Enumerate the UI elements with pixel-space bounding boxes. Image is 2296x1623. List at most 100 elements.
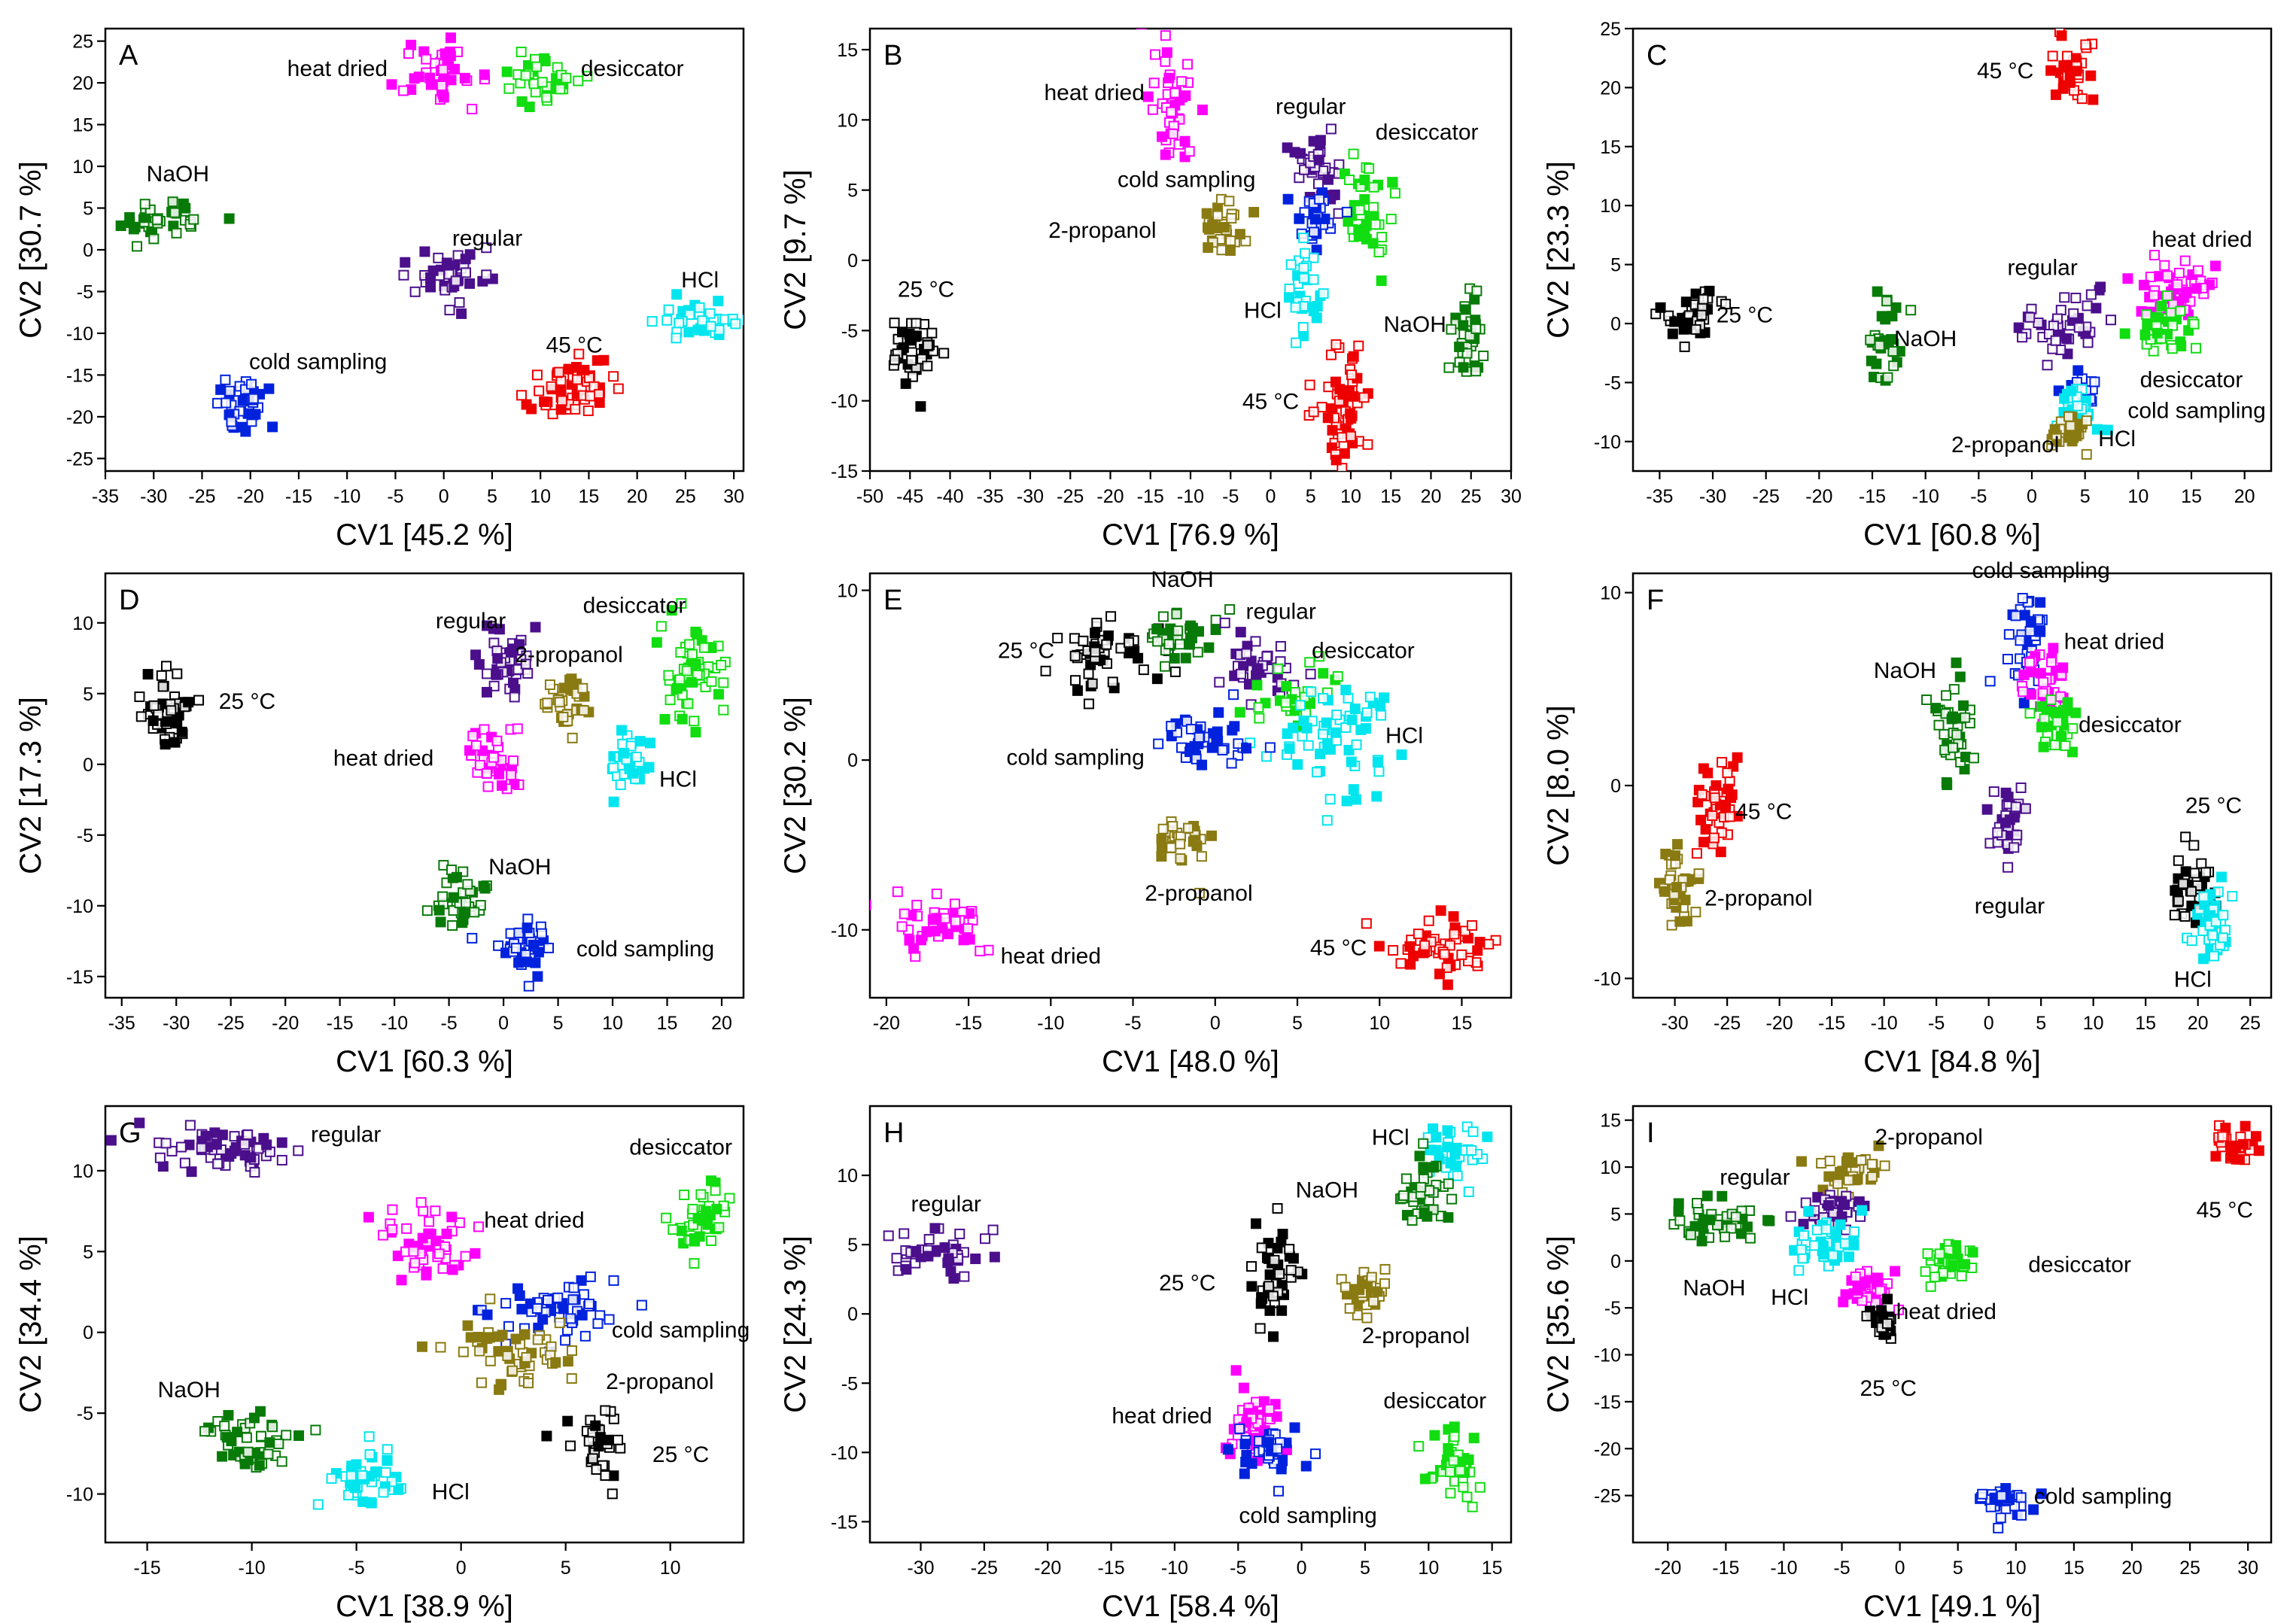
data-point xyxy=(209,1127,220,1138)
data-point xyxy=(2189,868,2200,879)
x-axis-label: CV1 [84.8 %] xyxy=(1863,1045,2041,1078)
x-tick-label: -25 xyxy=(971,1558,998,1579)
data-point xyxy=(939,1242,950,1254)
data-point xyxy=(2218,910,2229,921)
data-point xyxy=(1222,1444,1233,1455)
data-point xyxy=(215,384,227,395)
data-point xyxy=(1857,1205,1868,1216)
data-point xyxy=(1922,1248,1933,1260)
x-axis-label: CV1 [38.9 %] xyxy=(336,1590,513,1623)
data-point xyxy=(1083,668,1094,679)
data-point xyxy=(1206,830,1218,841)
data-point xyxy=(1337,389,1349,400)
data-point xyxy=(2061,333,2072,344)
data-point xyxy=(220,397,232,409)
data-point xyxy=(176,726,187,737)
cluster-label: HCl xyxy=(2174,967,2212,992)
data-point xyxy=(503,83,515,94)
data-point xyxy=(2036,1488,2047,1500)
x-axis-label: CV1 [48.0 %] xyxy=(1102,1045,1279,1078)
data-point xyxy=(1317,728,1328,740)
series-regular xyxy=(398,242,498,319)
data-point xyxy=(2167,320,2179,331)
data-point xyxy=(1680,296,1692,308)
x-tick-label: 15 xyxy=(657,1013,678,1034)
data-point xyxy=(2091,302,2102,314)
data-point xyxy=(1669,316,1680,327)
data-point xyxy=(2015,635,2026,646)
data-point xyxy=(464,249,476,260)
data-point xyxy=(970,1254,981,1265)
y-tick-label: 5 xyxy=(847,1235,858,1256)
data-point xyxy=(437,1263,449,1274)
x-tick-label: 30 xyxy=(723,486,744,507)
series-desiccator xyxy=(2024,694,2082,758)
cluster-label: 45 °C xyxy=(1242,390,1299,415)
data-point xyxy=(1445,1466,1456,1478)
data-point xyxy=(2122,273,2133,284)
data-point xyxy=(1348,784,1359,795)
data-point xyxy=(1301,722,1312,734)
data-point xyxy=(1874,340,1885,351)
data-point xyxy=(261,1139,272,1150)
y-tick-label: -10 xyxy=(1594,1345,1621,1366)
data-point xyxy=(1461,348,1473,359)
data-point xyxy=(1674,916,1686,927)
data-point xyxy=(1321,815,1333,826)
data-point xyxy=(1471,285,1483,296)
data-point xyxy=(1353,231,1364,242)
data-point xyxy=(1276,1463,1287,1475)
data-point xyxy=(1954,671,1966,682)
data-point xyxy=(922,339,933,351)
data-point xyxy=(889,318,900,329)
cluster-label: 45 °C xyxy=(1977,59,2033,84)
y-tick-label: -10 xyxy=(831,391,858,412)
cluster-label: desiccator xyxy=(2140,368,2243,393)
data-point xyxy=(2057,662,2069,673)
data-point xyxy=(1216,245,1227,256)
cluster-label: 25 °C xyxy=(898,277,954,302)
data-point xyxy=(226,416,237,427)
data-point xyxy=(1284,1244,1295,1255)
data-point xyxy=(424,1216,435,1227)
data-point xyxy=(1886,333,1897,345)
series-naoh xyxy=(1443,283,1489,377)
data-point xyxy=(1255,1298,1267,1309)
cluster-label: 25 °C xyxy=(1717,302,1773,327)
data-point xyxy=(510,1333,522,1345)
data-point xyxy=(1052,632,1063,643)
markers xyxy=(115,32,744,437)
data-point xyxy=(694,302,705,313)
data-point xyxy=(1284,283,1295,294)
data-point xyxy=(1442,1141,1453,1153)
data-point xyxy=(1674,1215,1686,1226)
x-axis-label: CV1 [49.1 %] xyxy=(1863,1590,2041,1623)
data-point xyxy=(1871,358,1882,369)
data-point xyxy=(1866,1171,1878,1182)
cluster-label: regular xyxy=(452,226,522,251)
data-point xyxy=(2002,653,2013,664)
data-point xyxy=(1151,673,1163,685)
data-point xyxy=(1762,1214,1774,1226)
data-point xyxy=(1418,1162,1429,1173)
data-point xyxy=(1187,622,1198,634)
data-point xyxy=(393,1484,404,1495)
data-point xyxy=(1467,1126,1479,1138)
data-point xyxy=(1309,1448,1321,1460)
data-point xyxy=(2085,289,2097,300)
markers xyxy=(1650,29,2221,460)
cluster-label: heat dried xyxy=(1001,944,1101,969)
panel-F: -30 -25 -20 -15 -10 -5 0 5 10 15 20 25 -10 0 10 CV1 [84… xyxy=(1542,558,2273,1078)
data-point xyxy=(1124,637,1135,648)
x-tick-label: -5 xyxy=(1928,1013,1945,1034)
data-point xyxy=(558,711,569,722)
data-point xyxy=(1905,305,1917,316)
data-point xyxy=(1069,633,1080,644)
data-point xyxy=(1169,652,1180,664)
series-45-c xyxy=(1361,905,1501,990)
data-point xyxy=(904,329,915,340)
data-point xyxy=(1163,72,1175,84)
data-point xyxy=(1261,651,1273,662)
x-tick-label: -30 xyxy=(1699,486,1726,507)
data-point xyxy=(2119,328,2130,339)
